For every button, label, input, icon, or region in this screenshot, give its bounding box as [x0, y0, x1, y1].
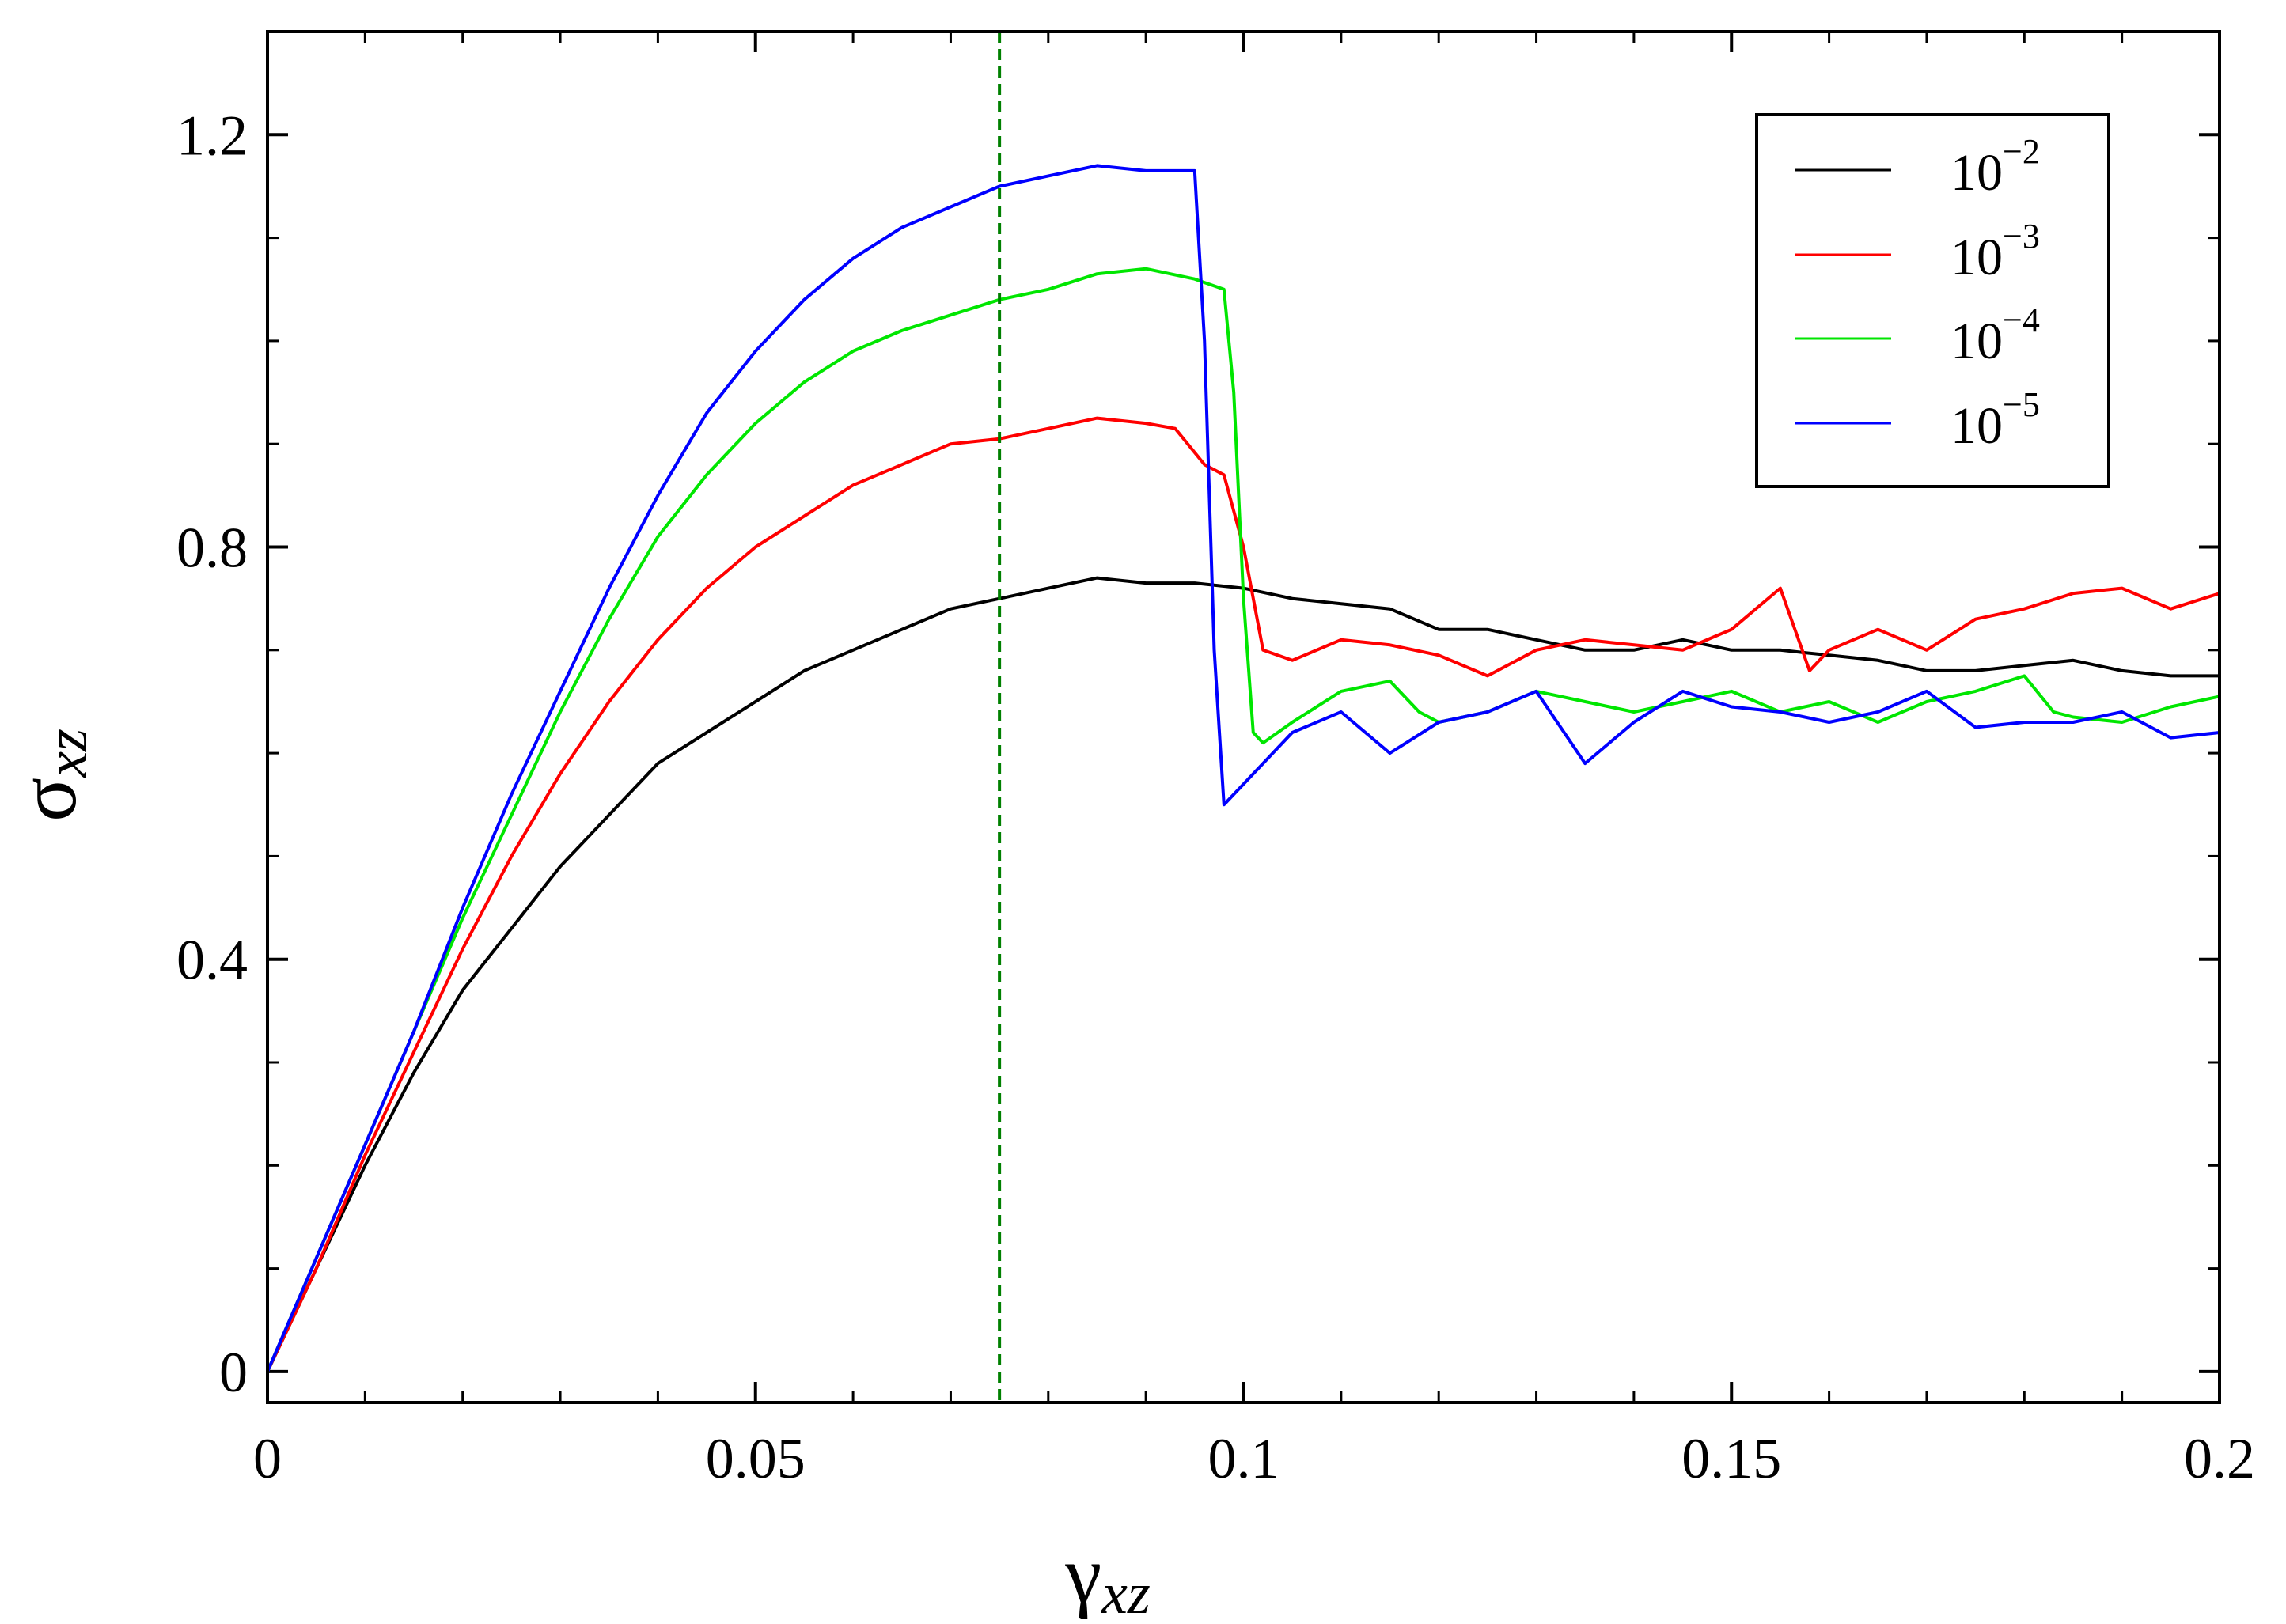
- y-tick-label: 0: [219, 1341, 248, 1404]
- series-line-2: [266, 267, 2220, 1372]
- x-axis-label: γxz: [1064, 1529, 1151, 1624]
- legend-box: [1755, 113, 2110, 488]
- series-line-1: [266, 416, 2220, 1372]
- legend-exponent: −2: [2003, 132, 2040, 171]
- x-tick-label: 0.2: [2184, 1427, 2255, 1490]
- y-tick-label: 0.8: [176, 517, 248, 580]
- legend-label: 10: [1950, 144, 2003, 202]
- x-tick-label: 0.15: [1681, 1427, 1781, 1490]
- svg-text:10−4: 10−4: [1950, 301, 2040, 370]
- svg-text:10−5: 10−5: [1950, 385, 2040, 455]
- legend-entry: 10−5: [1795, 385, 2040, 455]
- y-tick-label: 1.2: [176, 104, 248, 167]
- y-tick-label: 0.4: [176, 929, 248, 992]
- series-lines: [266, 164, 2220, 1372]
- legend-exponent: −3: [2003, 217, 2040, 256]
- svg-text:10−2: 10−2: [1950, 132, 2040, 202]
- svg-text:10−3: 10−3: [1950, 217, 2040, 286]
- legend-exponent: −4: [2003, 301, 2040, 339]
- legend-entry: 10−2: [1795, 132, 2040, 202]
- legend-label: 10: [1950, 312, 2003, 370]
- series-line-3: [266, 164, 2220, 1372]
- legend-label: 10: [1950, 397, 2003, 455]
- legend-entry: 10−3: [1795, 217, 2040, 286]
- y-axis-label: σxz: [2, 729, 100, 822]
- legend-entry: 10−4: [1795, 301, 2040, 370]
- plot-frame: [266, 30, 2221, 1404]
- x-tick-label: 0: [253, 1427, 282, 1490]
- legend: 10−2 10−3 10−4 10−5: [1755, 113, 2110, 488]
- legend-label: 10: [1950, 229, 2003, 286]
- legend-exponent: −5: [2003, 385, 2040, 424]
- x-tick-label: 0.05: [706, 1427, 806, 1490]
- series-line-0: [266, 576, 2220, 1372]
- tick-labels: 0 0.05 0.1 0.15 0.2 0 0.4 0.8 1.2: [176, 104, 2255, 1490]
- x-tick-label: 0.1: [1208, 1427, 1279, 1490]
